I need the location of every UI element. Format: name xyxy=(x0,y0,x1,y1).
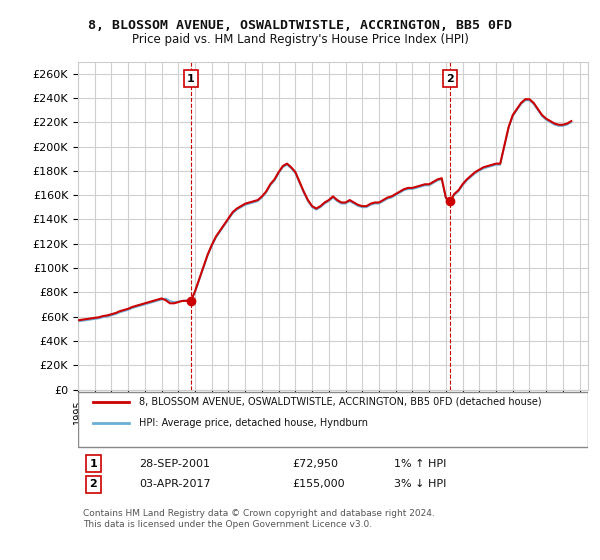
Text: Contains HM Land Registry data © Crown copyright and database right 2024.
This d: Contains HM Land Registry data © Crown c… xyxy=(83,510,435,529)
Text: HPI: Average price, detached house, Hyndburn: HPI: Average price, detached house, Hynd… xyxy=(139,418,368,427)
Text: 8, BLOSSOM AVENUE, OSWALDTWISTLE, ACCRINGTON, BB5 0FD: 8, BLOSSOM AVENUE, OSWALDTWISTLE, ACCRIN… xyxy=(88,18,512,32)
Text: 8, BLOSSOM AVENUE, OSWALDTWISTLE, ACCRINGTON, BB5 0FD (detached house): 8, BLOSSOM AVENUE, OSWALDTWISTLE, ACCRIN… xyxy=(139,397,542,407)
Text: 03-APR-2017: 03-APR-2017 xyxy=(139,479,211,489)
Text: 1% ↑ HPI: 1% ↑ HPI xyxy=(394,459,446,469)
Text: 1: 1 xyxy=(187,73,195,83)
Text: £72,950: £72,950 xyxy=(292,459,338,469)
Text: 3% ↓ HPI: 3% ↓ HPI xyxy=(394,479,446,489)
FancyBboxPatch shape xyxy=(78,391,588,447)
Text: 1: 1 xyxy=(89,459,97,469)
Text: 28-SEP-2001: 28-SEP-2001 xyxy=(139,459,210,469)
Text: 2: 2 xyxy=(446,73,454,83)
Text: Price paid vs. HM Land Registry's House Price Index (HPI): Price paid vs. HM Land Registry's House … xyxy=(131,32,469,46)
Text: 2: 2 xyxy=(89,479,97,489)
Text: £155,000: £155,000 xyxy=(292,479,345,489)
